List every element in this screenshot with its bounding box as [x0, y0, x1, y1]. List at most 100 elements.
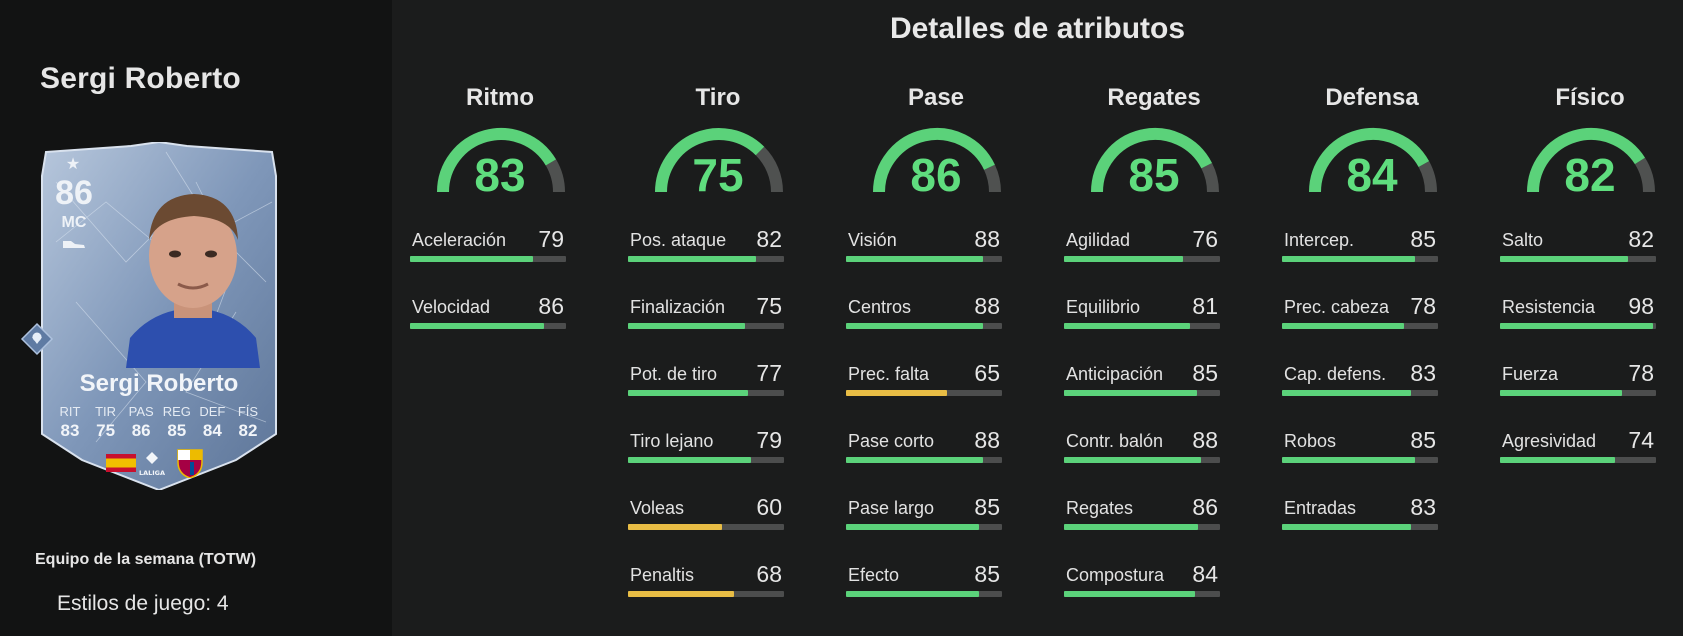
- category-gauge: [1309, 128, 1437, 193]
- category-title: Ritmo: [466, 84, 534, 111]
- attribute-bar-fill: [628, 457, 752, 463]
- boot-icon: [63, 241, 85, 248]
- attribute-value: 84: [1192, 561, 1218, 587]
- card-stat: PAS 86: [125, 404, 157, 441]
- attribute-bar-track: [628, 256, 784, 262]
- gauge-track: [983, 164, 1001, 193]
- attribute-bar-fill: [846, 591, 979, 597]
- card-player-name: Sergi Roberto: [79, 370, 239, 397]
- attribute-bar-fill: [1064, 323, 1191, 329]
- attribute-row: Aceleración 79: [410, 224, 566, 264]
- attribute-bar-fill: [1064, 524, 1199, 530]
- attribute-row: Robos 85: [1282, 425, 1438, 465]
- attribute-bar-track: [1500, 390, 1656, 396]
- attribute-value: 82: [756, 226, 782, 252]
- card-stat-value: 83: [60, 421, 80, 440]
- attribute-row: Regates 86: [1064, 492, 1220, 532]
- attribute-bar-track: [1500, 323, 1656, 329]
- attribute-bar-track: [1064, 457, 1220, 463]
- card-stat-value: 85: [167, 421, 187, 440]
- card-stat: DEF 84: [196, 404, 228, 441]
- attribute-bar-track: [846, 256, 1002, 262]
- attribute-row: Compostura 84: [1064, 559, 1220, 599]
- card-stat: RIT 83: [54, 404, 86, 441]
- category-gauge: [1091, 128, 1219, 193]
- attribute-bar-track: [628, 524, 784, 530]
- attribute-bar-fill: [410, 256, 534, 262]
- attribute-value: 83: [1410, 494, 1436, 520]
- attribute-bar-fill: [1500, 457, 1616, 463]
- card-stat-label: FÍS: [237, 404, 259, 419]
- attribute-bar-fill: [1064, 457, 1202, 463]
- attribute-value: 76: [1192, 226, 1218, 252]
- attribute-bar-fill: [846, 323, 984, 329]
- attribute-label: Pase largo: [848, 498, 935, 518]
- player-card[interactable]: ★ 86 MC Sergi Roberto RIT 83 TIR 75 PAS 86 …: [36, 142, 282, 490]
- attribute-row: Penaltis 68: [628, 559, 784, 599]
- player-name: Sergi Roberto: [40, 62, 241, 95]
- attribute-bar-fill: [1282, 524, 1412, 530]
- attribute-bar-track: [1064, 524, 1220, 530]
- attribute-bar-track: [1282, 256, 1438, 262]
- spain-flag-icon: [106, 454, 136, 472]
- attribute-value: 77: [756, 360, 782, 386]
- attribute-label: Compostura: [1066, 565, 1165, 585]
- attribute-label: Voleas: [630, 498, 685, 518]
- card-rating: 86: [55, 174, 93, 212]
- attribute-bar-fill: [846, 524, 979, 530]
- gauge-fill: [437, 128, 557, 193]
- attribute-value: 85: [974, 494, 1000, 520]
- club-crest-icon: [177, 449, 203, 478]
- gauge-fill: [1527, 128, 1646, 193]
- attribute-bar-fill: [1064, 390, 1197, 396]
- gauge-fill: [655, 128, 765, 193]
- attribute-bar-fill: [1282, 390, 1412, 396]
- attribute-label: Pase corto: [848, 431, 935, 451]
- attribute-bar-track: [1064, 390, 1220, 396]
- attribute-value: 85: [1192, 360, 1218, 386]
- attribute-bar-track: [410, 256, 566, 262]
- attribute-label: Efecto: [848, 565, 900, 585]
- category-title: Físico: [1555, 84, 1625, 111]
- category-title: Pase: [907, 84, 965, 111]
- attribute-label: Prec. falta: [848, 364, 930, 384]
- attribute-label: Entradas: [1284, 498, 1357, 518]
- attribute-value: 88: [974, 427, 1000, 453]
- gauge-fill: [1091, 128, 1213, 193]
- category-title: Regates: [1107, 84, 1201, 111]
- category-gauge: [655, 128, 783, 193]
- gauge-track: [545, 159, 565, 193]
- attribute-label: Visión: [848, 230, 897, 250]
- player-info-panel: Sergi Roberto ★ 86 MC: [0, 0, 392, 636]
- attribute-value: 88: [974, 226, 1000, 252]
- attribute-bar-track: [628, 457, 784, 463]
- page-title: Detalles de atributos: [889, 12, 1186, 45]
- attribute-row: Intercep. 85: [1282, 224, 1438, 264]
- attribute-row: Prec. cabeza 78: [1282, 291, 1438, 331]
- gauge-fill: [1309, 128, 1430, 193]
- category-gauge: [437, 128, 565, 193]
- card-stat-value: 82: [238, 421, 258, 440]
- playstyle-icon[interactable]: [20, 322, 54, 356]
- attribute-row: Efecto 85: [846, 559, 1002, 599]
- category-value: 82: [1564, 149, 1616, 201]
- attribute-bar-track: [846, 524, 1002, 530]
- attribute-value: 60: [756, 494, 782, 520]
- card-stat-label: RIT: [59, 404, 81, 419]
- category-value: 86: [910, 149, 962, 201]
- attribute-bar-fill: [410, 323, 545, 329]
- card-stat-label: TIR: [95, 404, 117, 419]
- attribute-bar-fill: [1282, 256, 1415, 262]
- attribute-bar-track: [628, 390, 784, 396]
- attribute-bar-fill: [628, 524, 722, 530]
- card-badges: LALIGA: [106, 449, 203, 478]
- attribute-label: Cap. defens.: [1284, 364, 1387, 384]
- attribute-bar-track: [1500, 457, 1656, 463]
- attribute-value: 86: [1192, 494, 1218, 520]
- attribute-value: 79: [538, 226, 564, 252]
- attribute-row: Salto 82: [1500, 224, 1656, 264]
- attribute-bar-track: [1282, 390, 1438, 396]
- attribute-bar-fill: [1064, 256, 1183, 262]
- attribute-bar-fill: [1064, 591, 1196, 597]
- attribute-label: Contr. balón: [1066, 431, 1164, 451]
